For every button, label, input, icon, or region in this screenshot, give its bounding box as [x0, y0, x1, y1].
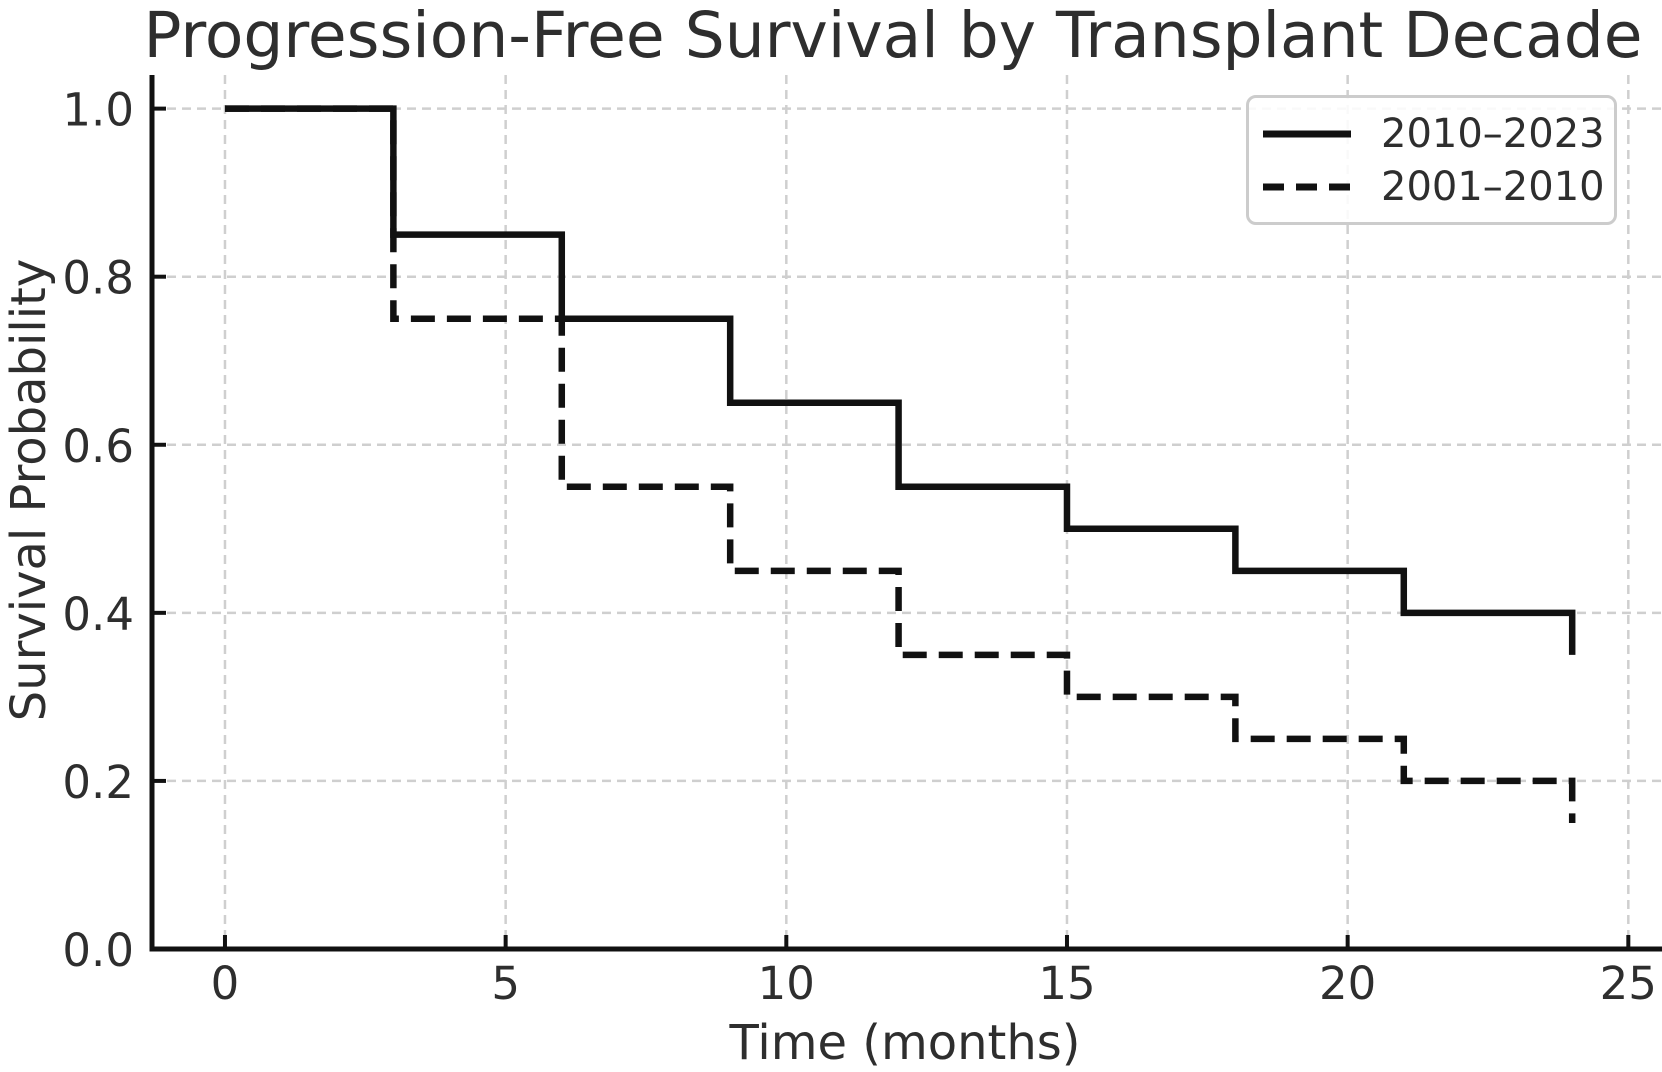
svg-text:15: 15 [1038, 957, 1095, 1010]
svg-text:0.4: 0.4 [62, 588, 134, 641]
y-axis-label: Survival Probability [1, 258, 57, 722]
legend: 2010–2023 2001–2010 [1246, 95, 1617, 225]
legend-row-2001-2010: 2001–2010 [1263, 160, 1605, 213]
svg-text:25: 25 [1600, 957, 1657, 1010]
legend-solid-line-icon [1263, 130, 1351, 137]
x-axis-label: Time (months) [729, 1015, 1081, 1071]
svg-text:10: 10 [758, 957, 815, 1010]
legend-dashed-line-icon [1263, 183, 1351, 190]
svg-text:0.8: 0.8 [62, 252, 134, 305]
svg-text:20: 20 [1319, 957, 1376, 1010]
chart-title: Progression-Free Survival by Transplant … [143, 0, 1643, 72]
svg-text:1.0: 1.0 [62, 84, 134, 137]
legend-label-2001-2010: 2001–2010 [1381, 163, 1605, 210]
svg-text:0: 0 [211, 957, 240, 1010]
legend-label-2010-2023: 2010–2023 [1381, 110, 1605, 157]
legend-row-2010-2023: 2010–2023 [1263, 107, 1605, 160]
svg-text:0.2: 0.2 [62, 756, 134, 809]
svg-text:5: 5 [491, 957, 520, 1010]
svg-text:0.0: 0.0 [62, 924, 134, 977]
svg-text:0.6: 0.6 [62, 420, 134, 473]
